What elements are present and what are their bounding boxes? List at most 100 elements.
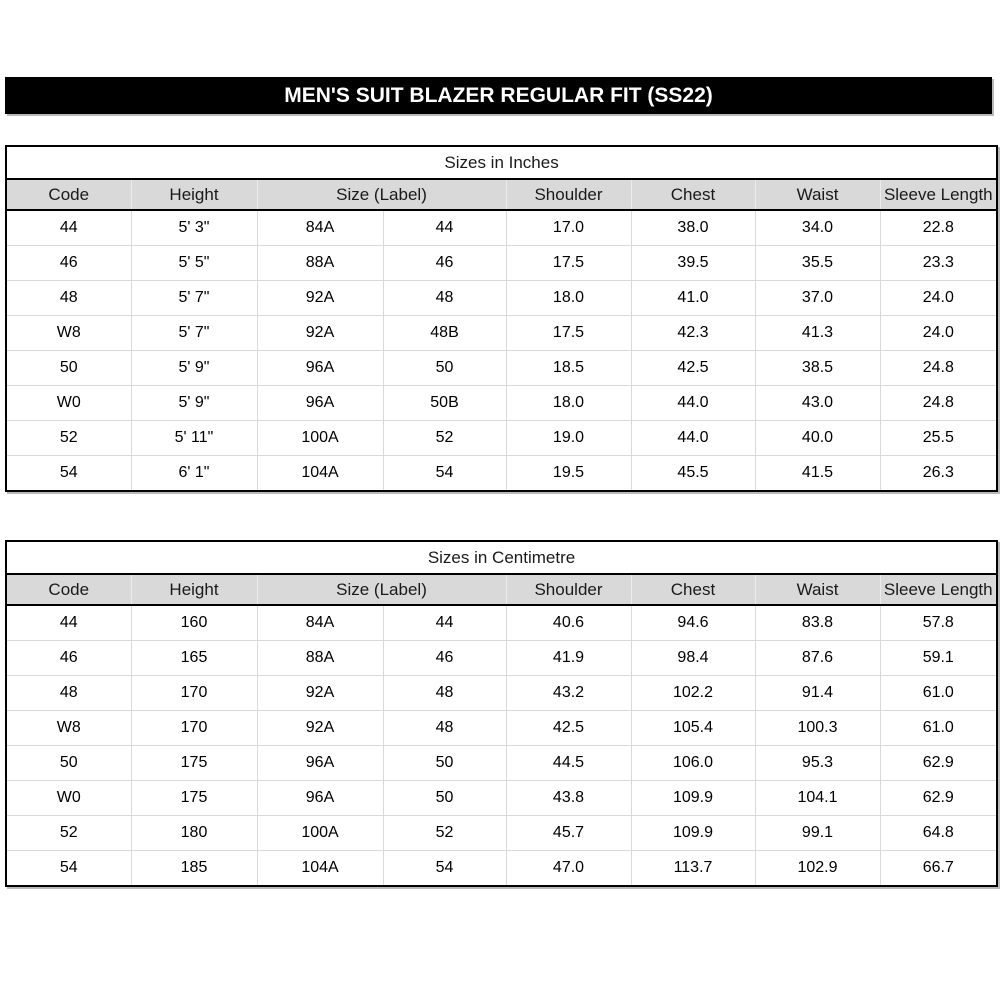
- table-cell: 48: [6, 280, 131, 316]
- table-cell: 37.0: [754, 280, 880, 316]
- table-cell: 88A: [256, 245, 383, 281]
- table-cell: 39.5: [630, 245, 755, 281]
- table-row: W0 5' 9" 96A 50B 18.0 44.0 43.0 24.8: [6, 385, 998, 421]
- table-header-row: Code Height Size (Label) Shoulder Chest Waist…: [6, 179, 998, 211]
- table-cell: 43.8: [505, 780, 631, 816]
- table-cell: 170: [130, 710, 257, 746]
- table-cell: 54: [382, 455, 506, 491]
- column-header: Size (Label): [256, 574, 506, 606]
- table-cell: 46: [6, 640, 131, 676]
- table-cell: 17.0: [505, 210, 631, 246]
- table-title: Sizes in Inches: [6, 146, 998, 180]
- table-cell: 25.5: [879, 420, 998, 456]
- table-cell: 62.9: [879, 745, 998, 781]
- table-cell: 5' 7": [130, 315, 257, 351]
- table-cell: 44: [382, 210, 506, 246]
- table-cell: 99.1: [754, 815, 880, 851]
- table-cell: 160: [130, 605, 257, 641]
- table-body: 44 160 84A 44 40.6 94.6 83.8 57.8 46 165 88A 46 41.9…: [6, 605, 998, 886]
- table-row: W8 170 92A 48 42.5 105.4 100.3 61.0: [6, 710, 998, 746]
- table-cell: 175: [130, 780, 257, 816]
- table-cell: 38.5: [754, 350, 880, 386]
- table-cell: 113.7: [630, 850, 755, 886]
- table-cell: 57.8: [879, 605, 998, 641]
- table-cell: 18.0: [505, 280, 631, 316]
- table-row: 52 180 100A 52 45.7 109.9 99.1 64.8: [6, 815, 998, 851]
- table-cell: 84A: [256, 605, 383, 641]
- table-cell: 45.5: [630, 455, 755, 491]
- table-row: 52 5' 11" 100A 52 19.0 44.0 40.0 25.5: [6, 420, 998, 456]
- table-row: 44 5' 3" 84A 44 17.0 38.0 34.0 22.8: [6, 210, 998, 246]
- table-cell: 102.2: [630, 675, 755, 711]
- table-cell: 48: [382, 675, 506, 711]
- chart-title: MEN'S SUIT BLAZER REGULAR FIT (SS22): [284, 83, 713, 107]
- table-cell: 50: [6, 745, 131, 781]
- table-cell: 22.8: [879, 210, 998, 246]
- table-cell: 100A: [256, 815, 383, 851]
- table-cell: 44: [59, 614, 78, 631]
- sizes-in-centimetre-table: Sizes in Centimetre Code Height Size (Labe…: [5, 540, 999, 887]
- table-cell: 61.0: [879, 710, 998, 746]
- column-header: Shoulder: [505, 179, 631, 211]
- table-cell: 41.5: [754, 455, 880, 491]
- table-cell: 96A: [256, 780, 383, 816]
- table-cell: 98.4: [630, 640, 755, 676]
- table-cell: 185: [130, 850, 257, 886]
- table-cell: 100A: [256, 420, 383, 456]
- table-cell: 24.0: [879, 315, 998, 351]
- table-row: W0 175 96A 50 43.8 109.9 104.1 62.9: [6, 780, 998, 816]
- table-cell: 44.0: [630, 420, 755, 456]
- table-cell: 40.6: [505, 605, 631, 641]
- table-title-row: Sizes in Centimetre: [6, 541, 998, 575]
- column-header: Code: [6, 574, 131, 606]
- table-cell: 42.5: [630, 350, 755, 386]
- table-cell: 54: [6, 850, 131, 886]
- table-cell: 104A: [256, 455, 383, 491]
- table-cell: 35.5: [754, 245, 880, 281]
- table-cell: 52: [6, 815, 131, 851]
- column-header: Height: [130, 179, 257, 211]
- table-cell: 104.1: [754, 780, 880, 816]
- table-cell: 23.3: [879, 245, 998, 281]
- table-cell: 62.9: [879, 780, 998, 816]
- table-cell: 38.0: [630, 210, 755, 246]
- table-row: 44 160 84A 44 40.6 94.6 83.8 57.8: [6, 605, 998, 641]
- table-cell: 180: [130, 815, 257, 851]
- table-cell: 46: [6, 245, 131, 281]
- table-cell: 24.8: [879, 350, 998, 386]
- table-cell: 48: [382, 710, 506, 746]
- column-header: Waist: [754, 179, 880, 211]
- table-cell: 43.2: [505, 675, 631, 711]
- table-cell: 42.5: [505, 710, 631, 746]
- column-header: Chest: [630, 179, 755, 211]
- table-cell: 5' 3": [130, 210, 257, 246]
- table-row: 48 5' 7" 92A 48 18.0 41.0 37.0 24.0: [6, 280, 998, 316]
- table-cell: W8: [6, 315, 131, 351]
- sizes-in-inches-table: Sizes in Inches Code Height Size (Label) Sh…: [5, 145, 999, 492]
- table-cell: 41.3: [754, 315, 880, 351]
- table-cell: 18.5: [505, 350, 631, 386]
- table-cell: 175: [130, 745, 257, 781]
- chart-title-banner: MEN'S SUIT BLAZER REGULAR FIT (SS22): [5, 77, 992, 114]
- table-cell: 50B: [382, 385, 506, 421]
- table-cell: 88A: [256, 640, 383, 676]
- column-header: Sleeve Length: [879, 179, 998, 211]
- table-cell: 54: [6, 455, 131, 491]
- table-cell: 17.5: [505, 315, 631, 351]
- table-cell: 92A: [256, 675, 383, 711]
- column-header: Size (Label): [256, 179, 506, 211]
- table-cell: 59.1: [879, 640, 998, 676]
- table-row: W8 5' 7" 92A 48B 17.5 42.3 41.3 24.0: [6, 315, 998, 351]
- table-cell: 24.8: [879, 385, 998, 421]
- table-cell: 105.4: [630, 710, 755, 746]
- table-cell: 61.0: [879, 675, 998, 711]
- column-header: Height: [130, 574, 257, 606]
- table-cell: 6' 1": [130, 455, 257, 491]
- table-cell: 46: [382, 245, 506, 281]
- column-header: Waist: [754, 574, 880, 606]
- table-cell: 64.8: [879, 815, 998, 851]
- column-header: Sleeve Length: [879, 574, 998, 606]
- table-cell: 106.0: [630, 745, 755, 781]
- table-cell: 92A: [256, 315, 383, 351]
- table-cell: 91.4: [754, 675, 880, 711]
